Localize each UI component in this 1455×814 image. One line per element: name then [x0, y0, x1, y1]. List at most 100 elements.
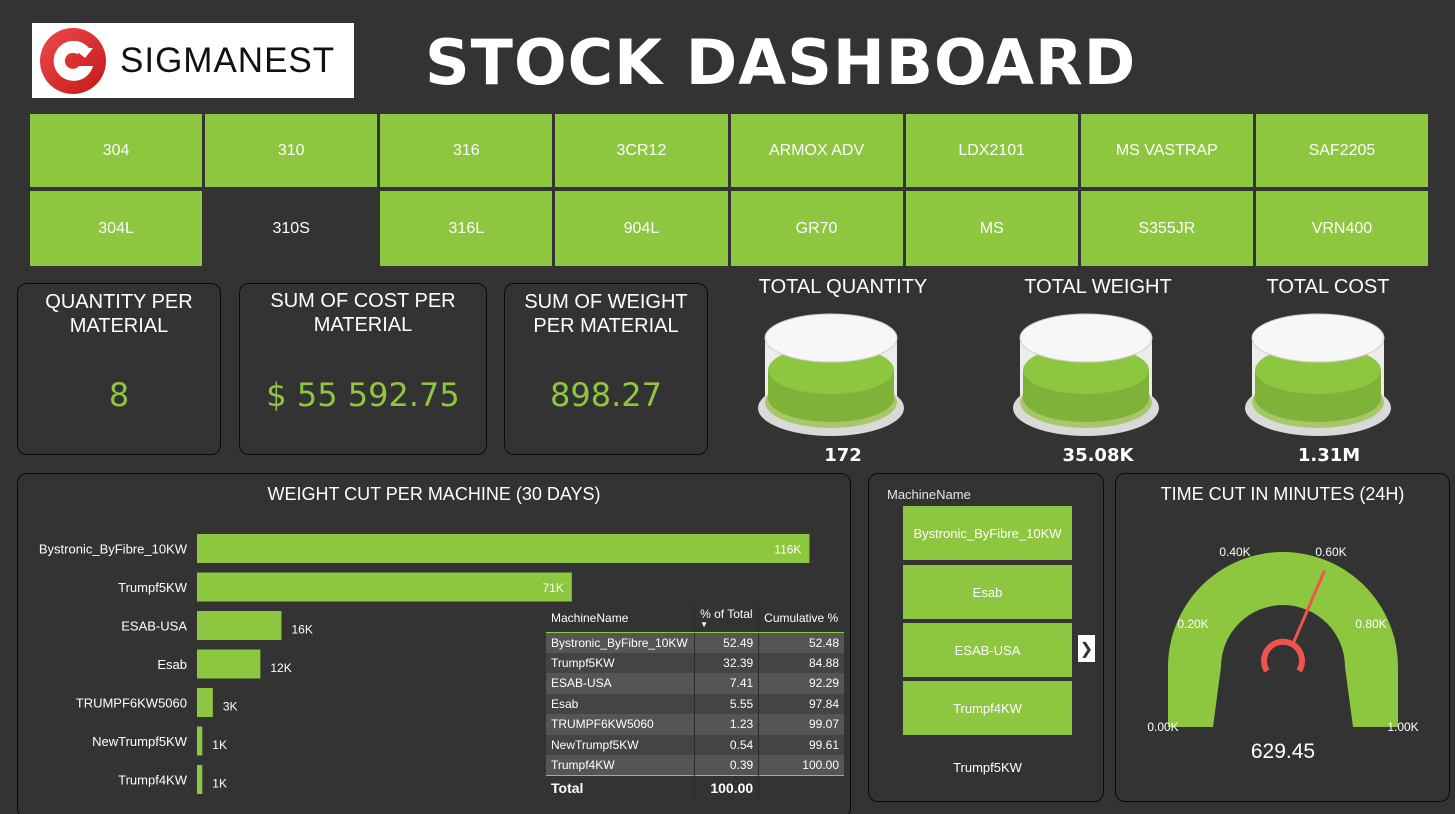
- gauge-needle: [1291, 569, 1326, 646]
- cell-cumulative: 100.00: [758, 755, 844, 776]
- machine-percentage-table: MachineName % of Total ▼ Cumulative % Bys…: [546, 604, 844, 800]
- material-tile[interactable]: 904L: [555, 191, 728, 266]
- chevron-right-icon[interactable]: ❯: [1078, 635, 1095, 662]
- machine-slicer-header: MachineName: [887, 487, 971, 502]
- material-tile[interactable]: 310: [205, 114, 378, 187]
- material-tile[interactable]: 316L: [380, 191, 553, 266]
- bar[interactable]: [197, 688, 213, 717]
- column-header-percent[interactable]: % of Total ▼: [694, 604, 759, 633]
- bar[interactable]: [197, 765, 203, 794]
- cell-machine: Bystronic_ByFibre_10KW: [546, 632, 695, 653]
- cell-cumulative: 92.29: [758, 673, 844, 694]
- cell-cumulative: 99.07: [758, 714, 844, 735]
- card-title: QUANTITY PER MATERIAL: [45, 291, 193, 337]
- total-weight-value: 35.08K: [1062, 445, 1134, 466]
- category-label: NewTrumpf5KW: [92, 734, 188, 749]
- bar[interactable]: [197, 572, 572, 602]
- total-cost-value: 1.31M: [1297, 445, 1361, 466]
- material-tile[interactable]: 304L: [30, 191, 203, 266]
- material-tile[interactable]: MS: [905, 191, 1078, 266]
- cell-machine: ESAB-USA: [546, 673, 695, 694]
- total-quantity-title: TOTAL QUANTITY: [758, 276, 928, 298]
- gauge-title: TIME CUT IN MINUTES (24H): [1160, 484, 1405, 504]
- category-label: Trumpf4KW: [118, 773, 188, 788]
- gauge-tick-label: 0.80K: [1355, 617, 1386, 631]
- card-value: $ 55 592.75: [266, 376, 460, 414]
- gauge-tick-label: 0.00K: [1147, 720, 1178, 734]
- card-value: 8: [108, 376, 130, 414]
- material-tile[interactable]: 310S: [205, 191, 378, 266]
- tank-shape: [758, 313, 904, 436]
- quantity-per-material-card: QUANTITY PER MATERIAL 8: [17, 283, 221, 455]
- material-tile[interactable]: 3CR12: [555, 114, 728, 187]
- bar[interactable]: [197, 611, 282, 640]
- machine-slicer-item[interactable]: ESAB-USA: [903, 623, 1072, 677]
- column-header-cumulative[interactable]: Cumulative %: [758, 604, 844, 633]
- data-label: 12K: [270, 661, 291, 675]
- material-tile[interactable]: LDX2101: [905, 114, 1078, 187]
- time-cut-panel: TIME CUT IN MINUTES (24H): [1115, 473, 1450, 802]
- material-tile[interactable]: 304: [30, 114, 203, 187]
- total-label: Total: [546, 775, 695, 800]
- total-weight-title: TOTAL WEIGHT: [1024, 276, 1172, 298]
- table-row: Trumpf5KW 32.39 84.88: [546, 652, 844, 673]
- machine-slicer-item[interactable]: Trumpf4KW: [903, 681, 1072, 735]
- cell-percent: 52.49: [694, 632, 759, 653]
- material-tile[interactable]: ARMOX ADV: [730, 114, 903, 187]
- tank-shape: [1245, 313, 1391, 436]
- table-header-row: MachineName % of Total ▼ Cumulative %: [546, 604, 844, 633]
- card-title: SUM OF WEIGHT PER MATERIAL: [524, 291, 688, 337]
- sigmanest-logo-icon: [40, 28, 106, 94]
- cell-machine: Esab: [546, 693, 695, 714]
- cell-machine: Trumpf4KW: [546, 755, 695, 776]
- table-row: TRUMPF6KW5060 1.23 99.07: [546, 714, 844, 735]
- total-quantity-value: 172: [824, 445, 862, 466]
- material-tile[interactable]: S355JR: [1080, 191, 1253, 266]
- table-row: Trumpf4KW 0.39 100.00: [546, 755, 844, 776]
- bar[interactable]: [197, 649, 261, 679]
- column-header-machine[interactable]: MachineName: [546, 604, 695, 633]
- card-value: 898.27: [550, 376, 662, 414]
- gauge-tick-label: 0.60K: [1315, 545, 1346, 559]
- material-tile[interactable]: MS VASTRAP: [1080, 114, 1253, 187]
- data-label: 116K: [774, 543, 801, 557]
- data-label: 71K: [542, 581, 563, 595]
- material-slicer: 304 310 316 3CR12 ARMOX ADV LDX2101 MS VASTRAP…: [30, 114, 1428, 268]
- category-label: TRUMPF6KW5060: [76, 696, 187, 711]
- bar[interactable]: [197, 726, 203, 756]
- cell-percent: 32.39: [694, 652, 759, 673]
- weight-cut-bar-chart: Bystronic_ByFibre_10KW 116K Trumpf5KW 71K ES…: [39, 534, 810, 794]
- category-label: Bystronic_ByFibre_10KW: [39, 542, 188, 557]
- cell-percent: 7.41: [694, 673, 759, 694]
- cell-cumulative: 52.48: [758, 632, 844, 653]
- page-title: STOCK DASHBOARD: [425, 26, 1137, 99]
- table-total-row: Total 100.00: [546, 775, 844, 800]
- table-row: Bystronic_ByFibre_10KW 52.49 52.48: [546, 632, 844, 653]
- machine-slicer-item[interactable]: Esab: [903, 565, 1072, 619]
- tank-shape: [1013, 313, 1159, 436]
- machine-slicer-item[interactable]: Trumpf5KW: [953, 759, 1022, 775]
- total-cumulative: [758, 775, 844, 800]
- material-tile[interactable]: GR70: [730, 191, 903, 266]
- material-tile[interactable]: SAF2205: [1255, 114, 1428, 187]
- weight-per-material-card: SUM OF WEIGHT PER MATERIAL 898.27: [504, 283, 708, 455]
- cell-machine: NewTrumpf5KW: [546, 734, 695, 755]
- gauge-tick-label: 0.20K: [1177, 617, 1208, 631]
- cell-cumulative: 99.61: [758, 734, 844, 755]
- table-row: NewTrumpf5KW 0.54 99.61: [546, 734, 844, 755]
- material-tile[interactable]: VRN400: [1255, 191, 1428, 266]
- machine-slicer-item[interactable]: Bystronic_ByFibre_10KW: [903, 506, 1072, 560]
- table-row: ESAB-USA 7.41 92.29: [546, 673, 844, 694]
- material-tile[interactable]: 316: [380, 114, 553, 187]
- sort-desc-icon: ▼: [700, 619, 709, 629]
- data-label: 16K: [291, 623, 312, 637]
- total-weight-tank: [1013, 313, 1159, 436]
- cell-machine: Trumpf5KW: [546, 652, 695, 673]
- gauge-band: [1168, 552, 1398, 727]
- gauge-tick-label: 0.40K: [1219, 545, 1250, 559]
- cell-cumulative: 84.88: [758, 652, 844, 673]
- category-label: Esab: [157, 657, 187, 672]
- bar[interactable]: [197, 534, 810, 563]
- gauge-hub: [1261, 638, 1305, 673]
- cell-percent: 1.23: [694, 714, 759, 735]
